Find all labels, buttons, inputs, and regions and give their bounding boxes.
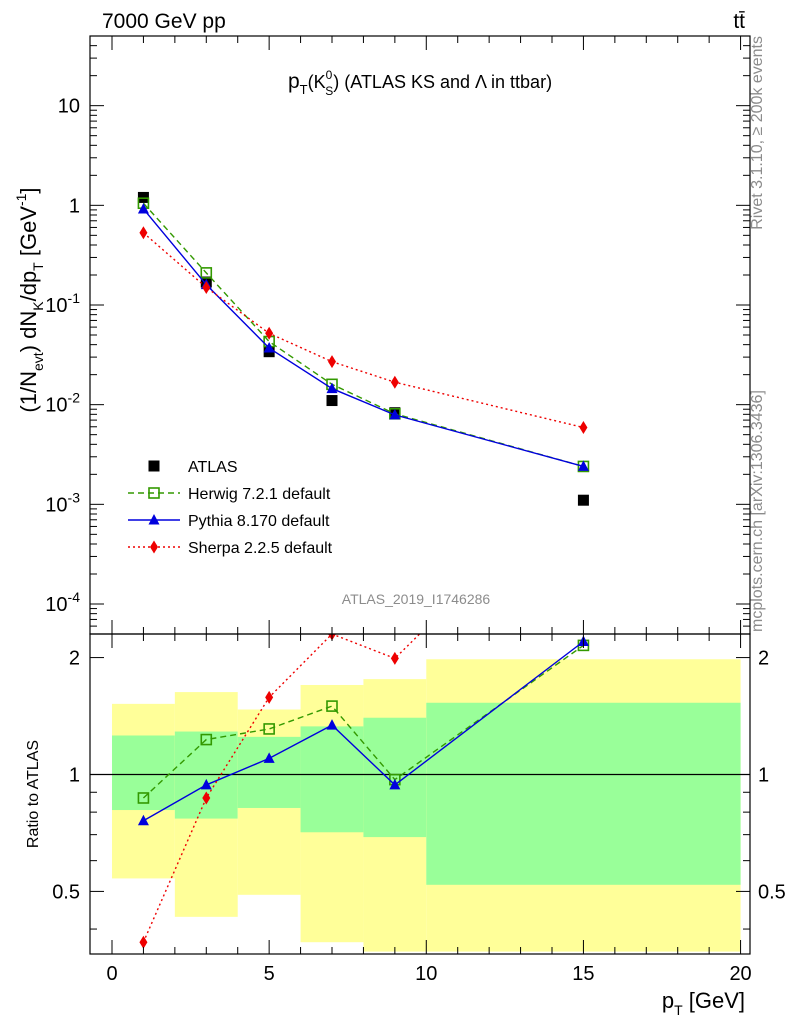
- data-point-3-1: [202, 280, 211, 294]
- ratio-y-tick-label: 2: [69, 648, 80, 670]
- data-point-3-3: [328, 355, 336, 369]
- ratio-line-0: [142, 644, 584, 799]
- main-y-ticks: 10-4 10-3 10-2 10-1 1 10: [45, 35, 750, 635]
- ratio-y-tick-label-right: 0.5: [758, 881, 786, 903]
- legend-marker-0: [148, 460, 160, 472]
- y-tick-label: 10-4: [45, 589, 80, 616]
- ratio-point-1-1: [200, 778, 212, 790]
- data-point-0-3: [326, 395, 338, 407]
- process-label: tt̄: [733, 10, 745, 33]
- x-tick-label: 0: [106, 963, 117, 985]
- rivet-note: Rivet 3.1.10, ≥ 200k events: [749, 36, 766, 230]
- legend-label-2: Pythia 8.170 default: [188, 513, 330, 530]
- x-tick-label: 10: [415, 963, 437, 985]
- legend-marker-1: [148, 487, 160, 499]
- legend-marker-2: [148, 514, 160, 525]
- legend-label-0: ATLAS: [188, 459, 238, 476]
- series-line-1: [142, 202, 584, 468]
- ratio-point-0-0: [137, 792, 150, 804]
- series-line-2: [142, 208, 584, 468]
- band-inner-5: [426, 702, 741, 885]
- ratio-point-1-3: [326, 719, 338, 730]
- data-point-2-5: [577, 460, 589, 471]
- mcplots-note: mcplots.cern.ch [arXiv:1306.3436]: [749, 390, 766, 632]
- data-point-3-4: [390, 375, 399, 389]
- data-point-2-4: [389, 408, 401, 420]
- data-point-2-3: [326, 382, 338, 394]
- band-inner-2: [237, 736, 301, 808]
- ratio-point-0-2: [263, 723, 275, 735]
- x-tick-label: 20: [729, 963, 751, 985]
- ratio-point-1-2: [263, 752, 275, 763]
- y-tick-label: 10: [58, 96, 80, 118]
- ratio-y-tick-label: 1: [69, 764, 80, 786]
- main-panel-series: [137, 191, 590, 506]
- x-tick-label: 15: [572, 963, 594, 985]
- analysis-id: ATLAS_2019_I1746286: [342, 591, 491, 607]
- ratio-point-1-4: [389, 778, 401, 790]
- ratio-point-2-1: [202, 791, 211, 805]
- ratio-panel-frame: [89, 633, 751, 955]
- x-axis-label: pT [GeV]: [662, 988, 745, 1018]
- y-tick-label: 1: [69, 195, 80, 217]
- y-tick-label: 10-2: [45, 390, 80, 417]
- data-point-2-2: [263, 342, 275, 353]
- ratio-point-2-2: [265, 690, 274, 704]
- legend-marker-3: [150, 540, 158, 554]
- legend-label-3: Sherpa 2.2.5 default: [188, 540, 333, 557]
- data-point-0-5: [577, 494, 589, 506]
- uncertainty-bands: [112, 659, 741, 952]
- ratio-line-1: [143, 640, 584, 822]
- ratio-point-2-0: [139, 935, 148, 949]
- ratio-point-0-1: [200, 733, 213, 746]
- data-point-3-0: [139, 226, 148, 240]
- data-point-3-2: [265, 326, 274, 340]
- chart-title: pT(K0 S) (ATLAS KS and Λ in ttbar): [288, 68, 552, 98]
- band-inner-3: [300, 726, 364, 833]
- ratio-point-2-4: [390, 651, 399, 665]
- legend: ATLAS Herwig 7.2.1 default Pythia 8.170 de…: [128, 459, 333, 557]
- data-point-1-1: [200, 267, 213, 279]
- series-line-3: [142, 232, 584, 429]
- ratio-point-1-0: [137, 814, 149, 826]
- ratio-ticks: 0 5 10 15 20 0.5 0.5 1 1 2 2: [52, 634, 786, 985]
- band-inner-0: [112, 735, 175, 811]
- ratio-y-tick-label: 0.5: [52, 881, 80, 903]
- data-point-3-5: [579, 421, 588, 435]
- y-tick-label: 10-3: [45, 489, 80, 516]
- ratio-line-2: [142, 634, 421, 943]
- data-point-2-0: [137, 202, 149, 214]
- y-tick-label: 10-1: [45, 290, 80, 317]
- x-tick-label: 5: [264, 963, 275, 985]
- ratio-y-axis-label: Ratio to ATLAS: [25, 740, 42, 848]
- ratio-y-tick-label-right: 1: [758, 764, 769, 786]
- energy-label: 7000 GeV pp: [102, 10, 226, 33]
- ratio-y-tick-label-right: 2: [758, 648, 769, 670]
- band-inner-4: [363, 717, 427, 838]
- ratio-point-0-3: [326, 700, 338, 712]
- main-y-axis-label: (1/Nevt) dNK/dpT [GeV-1]: [13, 187, 46, 412]
- legend-label-1: Herwig 7.2.1 default: [188, 486, 331, 503]
